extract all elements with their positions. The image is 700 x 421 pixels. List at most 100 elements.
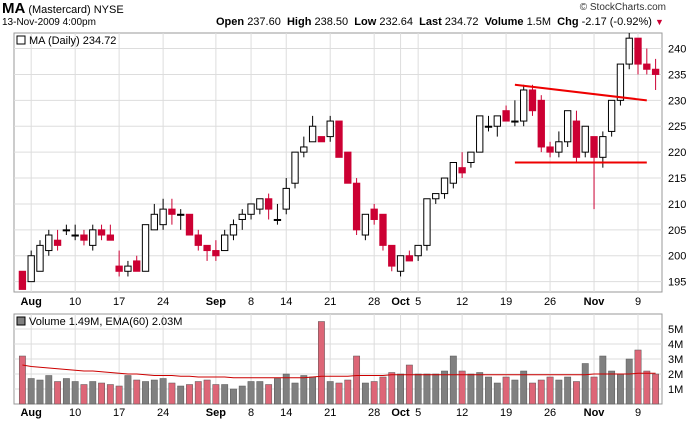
volume-x-tick-label: Sep <box>206 407 226 419</box>
candle-body <box>528 89 537 112</box>
company-name: (Mastercard) NYSE <box>28 4 124 16</box>
volume-bar <box>203 379 211 405</box>
candle-body <box>71 234 79 237</box>
candle-body <box>177 213 185 216</box>
low-value: 232.64 <box>379 16 413 28</box>
candle-body <box>467 151 475 163</box>
price-x-tick-label: Aug <box>20 296 41 308</box>
volume-bar <box>361 382 369 405</box>
price-legend-swatch <box>16 35 26 45</box>
trendline <box>514 83 647 102</box>
price-tick-label: 230 <box>668 95 686 107</box>
candle-body <box>476 115 484 153</box>
change-label: Chg <box>557 16 579 28</box>
candle-body <box>414 244 422 257</box>
candle-body <box>625 37 633 65</box>
candle-body <box>388 244 396 267</box>
volume-bar <box>467 373 475 405</box>
volume-x-tick-label: 24 <box>157 407 169 419</box>
candle-body <box>238 213 246 220</box>
ticker-symbol: MA <box>2 0 26 17</box>
candle-body <box>45 234 53 252</box>
volume-x-tick-label: 8 <box>248 407 254 419</box>
candle-body <box>212 250 220 257</box>
candle-body <box>221 234 229 252</box>
candle-body <box>352 182 361 231</box>
price-x-tick-label: 14 <box>280 296 292 308</box>
candle-body <box>89 229 97 246</box>
volume-bar <box>432 373 440 405</box>
candle-body <box>194 234 202 246</box>
candle-body <box>141 224 150 272</box>
candle-body <box>229 224 238 236</box>
volume-x-tick-label: 14 <box>280 407 292 419</box>
volume-bar <box>71 381 79 405</box>
volume-bar <box>537 379 545 405</box>
candle-body <box>370 208 378 220</box>
candle-body <box>256 198 264 210</box>
candle-body <box>308 125 317 143</box>
volume-bar <box>98 382 105 405</box>
volume-tick-label: 4M <box>668 339 683 351</box>
candle-body <box>546 146 554 153</box>
volume-bar <box>555 379 563 405</box>
price-x-tick-label: 12 <box>456 296 468 308</box>
volume-bar <box>80 384 88 405</box>
price-x-tick-label: 9 <box>635 296 641 308</box>
volume-bar <box>449 355 457 405</box>
volume-bar <box>608 370 616 405</box>
volume-bar <box>485 376 492 405</box>
volume-label: Volume <box>484 16 524 28</box>
volume-bar <box>89 381 97 405</box>
volume-tick-label: 1M <box>668 384 683 396</box>
volume-legend-swatch <box>16 316 26 326</box>
volume-x-tick-label: 28 <box>368 407 380 419</box>
candle-body <box>634 37 642 65</box>
volume-value: 1.5M <box>526 16 552 28</box>
high-label: High <box>286 16 312 28</box>
candle-body <box>405 255 414 262</box>
price-x-tick-label: 21 <box>324 296 336 308</box>
candle-body <box>344 151 352 184</box>
candle-body <box>203 244 211 252</box>
volume-bar <box>388 372 396 405</box>
candle-body <box>300 146 308 153</box>
volume-bar <box>274 378 281 405</box>
price-tick-label: 215 <box>668 173 686 185</box>
candle-body <box>493 115 501 127</box>
volume-bar <box>36 379 44 405</box>
candle-body <box>502 110 510 122</box>
volume-bar <box>230 388 237 405</box>
candle-body <box>458 167 466 174</box>
volume-bar <box>282 373 290 405</box>
volume-bar <box>590 376 598 405</box>
candle-body <box>607 99 616 132</box>
price-x-tick-label: Oct <box>391 296 410 308</box>
volume-ema-line <box>22 364 656 379</box>
volume-bar <box>423 373 431 405</box>
candle-body <box>599 136 607 158</box>
price-x-tick-label: 28 <box>368 296 380 308</box>
volume-bar <box>617 373 624 405</box>
candle-body <box>159 208 167 226</box>
price-x-tick-label: 17 <box>113 296 125 308</box>
volume-bar <box>458 370 466 405</box>
candle-body <box>335 120 343 158</box>
volume-x-tick-label: 10 <box>69 407 81 419</box>
volume-bar <box>573 381 580 405</box>
volume-bar <box>115 385 123 405</box>
volume-bar <box>353 355 361 405</box>
volume-bar <box>502 376 510 405</box>
volume-x-tick-label: 5 <box>415 407 421 419</box>
candle-body <box>643 63 651 70</box>
candle-body <box>168 208 176 215</box>
candle-body <box>581 125 589 153</box>
volume-bar <box>476 372 484 405</box>
volume-bar <box>414 373 422 405</box>
candle-body <box>27 255 35 283</box>
candle-body <box>651 68 660 75</box>
volume-bar <box>159 378 167 405</box>
volume-bar <box>546 376 554 405</box>
volume-x-tick-label: Oct <box>391 407 410 419</box>
candle-body <box>396 255 405 272</box>
